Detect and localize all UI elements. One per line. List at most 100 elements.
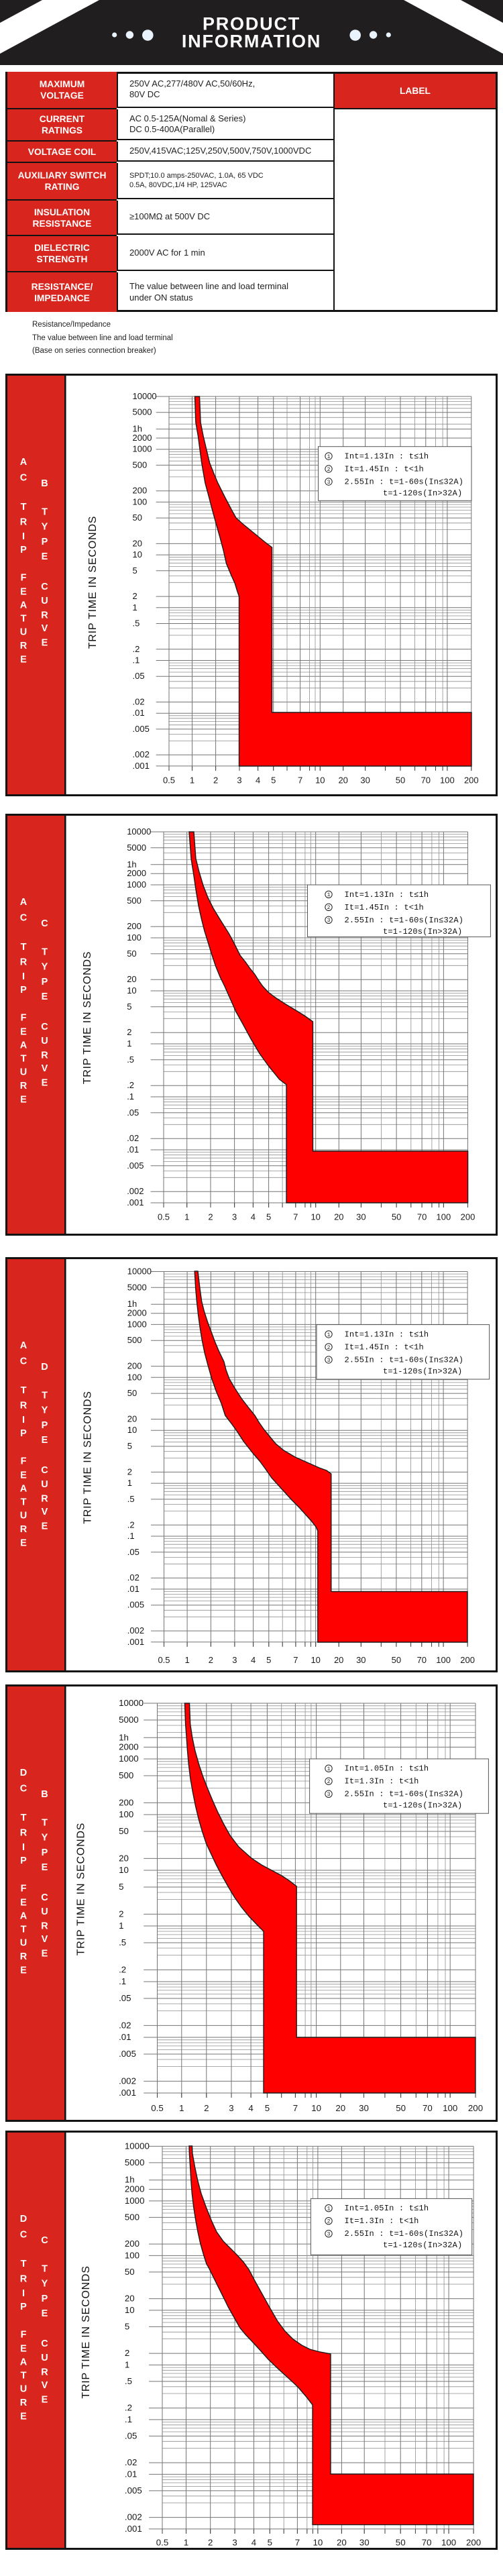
svg-text:200: 200 bbox=[460, 1655, 475, 1665]
svg-text:2000: 2000 bbox=[119, 1741, 139, 1752]
svg-text:Y: Y bbox=[42, 1405, 48, 1416]
svg-text:2000: 2000 bbox=[133, 433, 152, 443]
svg-text:.5: .5 bbox=[119, 1937, 126, 1947]
svg-text:500: 500 bbox=[127, 896, 142, 906]
svg-text:5000: 5000 bbox=[125, 2157, 145, 2167]
svg-text:1h: 1h bbox=[127, 1299, 137, 1309]
svg-text:TRIP TIME IN SECONDS: TRIP TIME IN SECONDS bbox=[76, 1823, 87, 1956]
svg-text:R: R bbox=[20, 1524, 27, 1535]
svg-text:4: 4 bbox=[248, 2103, 253, 2113]
svg-text:1000: 1000 bbox=[127, 1319, 147, 1329]
svg-text:C: C bbox=[41, 1465, 48, 1476]
svg-text:.2: .2 bbox=[133, 644, 140, 654]
svg-text:T: T bbox=[21, 1385, 27, 1396]
svg-text:.01: .01 bbox=[119, 2032, 131, 2042]
svg-text:.005: .005 bbox=[133, 724, 150, 734]
svg-text:F: F bbox=[21, 1884, 27, 1894]
svg-text:30: 30 bbox=[360, 775, 370, 785]
svg-text:C: C bbox=[41, 2339, 48, 2349]
svg-text:2: 2 bbox=[327, 905, 331, 911]
svg-text:.1: .1 bbox=[125, 2414, 132, 2424]
svg-text:D: D bbox=[41, 1362, 48, 1373]
svg-text:2: 2 bbox=[327, 1345, 331, 1351]
svg-text:10: 10 bbox=[127, 1425, 137, 1435]
svg-text:1: 1 bbox=[327, 892, 331, 898]
svg-text:5000: 5000 bbox=[127, 1282, 147, 1292]
svg-text:4: 4 bbox=[251, 1212, 256, 1222]
svg-text:7: 7 bbox=[298, 775, 302, 785]
svg-text:T: T bbox=[42, 1817, 48, 1828]
svg-text:1: 1 bbox=[127, 1038, 131, 1049]
svg-text:3: 3 bbox=[232, 1212, 237, 1222]
svg-text:50: 50 bbox=[396, 775, 405, 785]
svg-text:T: T bbox=[42, 506, 48, 517]
svg-text:1: 1 bbox=[125, 2359, 129, 2369]
svg-text:TRIP TIME IN SECONDS: TRIP TIME IN SECONDS bbox=[82, 951, 93, 1085]
svg-text:7: 7 bbox=[293, 2103, 298, 2113]
svg-text:.2: .2 bbox=[127, 1519, 135, 1529]
svg-text:.005: .005 bbox=[127, 1600, 144, 1610]
svg-text:5: 5 bbox=[127, 1002, 131, 1012]
svg-text:10000: 10000 bbox=[125, 2141, 150, 2151]
svg-text:20: 20 bbox=[337, 2537, 347, 2547]
svg-text:0.5: 0.5 bbox=[158, 1212, 170, 1222]
svg-text:1000: 1000 bbox=[133, 444, 152, 454]
svg-text:It=1.45In : t<1h: It=1.45In : t<1h bbox=[345, 465, 424, 474]
svg-text:.2: .2 bbox=[119, 1964, 126, 1974]
svg-text:30: 30 bbox=[359, 2537, 370, 2547]
svg-text:7: 7 bbox=[293, 1655, 298, 1665]
svg-text:t=1-120s(In>32A): t=1-120s(In>32A) bbox=[383, 927, 462, 936]
svg-text:20: 20 bbox=[119, 1853, 129, 1863]
svg-text:.5: .5 bbox=[127, 1055, 134, 1065]
svg-text:500: 500 bbox=[133, 460, 148, 470]
svg-text:.1: .1 bbox=[127, 1531, 135, 1541]
svg-text:P: P bbox=[42, 1847, 48, 1858]
svg-text:A: A bbox=[20, 2357, 27, 2368]
svg-text:I: I bbox=[22, 971, 25, 982]
svg-text:2: 2 bbox=[204, 2103, 209, 2113]
svg-text:20: 20 bbox=[127, 974, 136, 984]
svg-text:.05: .05 bbox=[127, 1108, 139, 1118]
svg-text:C: C bbox=[41, 1022, 48, 1032]
svg-text:.05: .05 bbox=[119, 1993, 131, 2003]
svg-text:100: 100 bbox=[133, 496, 148, 506]
svg-text:E: E bbox=[20, 1898, 27, 1909]
svg-text:20: 20 bbox=[127, 1414, 137, 1424]
svg-text:5: 5 bbox=[268, 2537, 272, 2547]
svg-text:E: E bbox=[42, 1862, 48, 1873]
svg-text:.002: .002 bbox=[127, 1186, 144, 1196]
svg-text:0.5: 0.5 bbox=[151, 2103, 164, 2113]
svg-text:5: 5 bbox=[119, 1882, 123, 1892]
svg-text:D: D bbox=[20, 2214, 27, 2224]
svg-text:A: A bbox=[20, 1340, 27, 1351]
svg-text:10000: 10000 bbox=[127, 826, 151, 837]
svg-text:50: 50 bbox=[125, 2267, 135, 2277]
svg-text:5000: 5000 bbox=[133, 407, 152, 417]
svg-text:2: 2 bbox=[327, 2219, 331, 2225]
svg-text:U: U bbox=[20, 2384, 27, 2395]
svg-text:E: E bbox=[42, 1948, 48, 1959]
svg-text:E: E bbox=[20, 655, 27, 665]
svg-text:F: F bbox=[21, 1013, 27, 1024]
svg-text:Int=1.05In : t≤1h: Int=1.05In : t≤1h bbox=[345, 1764, 429, 1774]
svg-text:200: 200 bbox=[127, 1361, 142, 1371]
svg-text:Y: Y bbox=[42, 2279, 48, 2290]
svg-text:200: 200 bbox=[466, 2537, 481, 2547]
svg-text:E: E bbox=[20, 1095, 27, 1106]
svg-text:E: E bbox=[20, 2344, 27, 2355]
svg-text:10: 10 bbox=[315, 775, 325, 785]
svg-text:F: F bbox=[21, 2330, 27, 2341]
svg-text:TRIP TIME IN SECONDS: TRIP TIME IN SECONDS bbox=[80, 2265, 92, 2399]
svg-text:.002: .002 bbox=[125, 2512, 142, 2522]
svg-text:10: 10 bbox=[313, 2537, 323, 2547]
svg-text:T: T bbox=[21, 1054, 27, 1065]
svg-text:E: E bbox=[42, 991, 48, 1002]
svg-text:C: C bbox=[20, 1784, 27, 1794]
svg-text:2.55In : t=1-60s(In≤32A): 2.55In : t=1-60s(In≤32A) bbox=[345, 2229, 464, 2239]
svg-text:1: 1 bbox=[327, 1766, 331, 1772]
svg-text:A: A bbox=[20, 897, 27, 908]
svg-text:R: R bbox=[20, 957, 27, 968]
svg-text:E: E bbox=[42, 637, 48, 648]
svg-text:50: 50 bbox=[127, 949, 136, 959]
svg-text:t=1-120s(In>32A): t=1-120s(In>32A) bbox=[383, 2241, 462, 2250]
